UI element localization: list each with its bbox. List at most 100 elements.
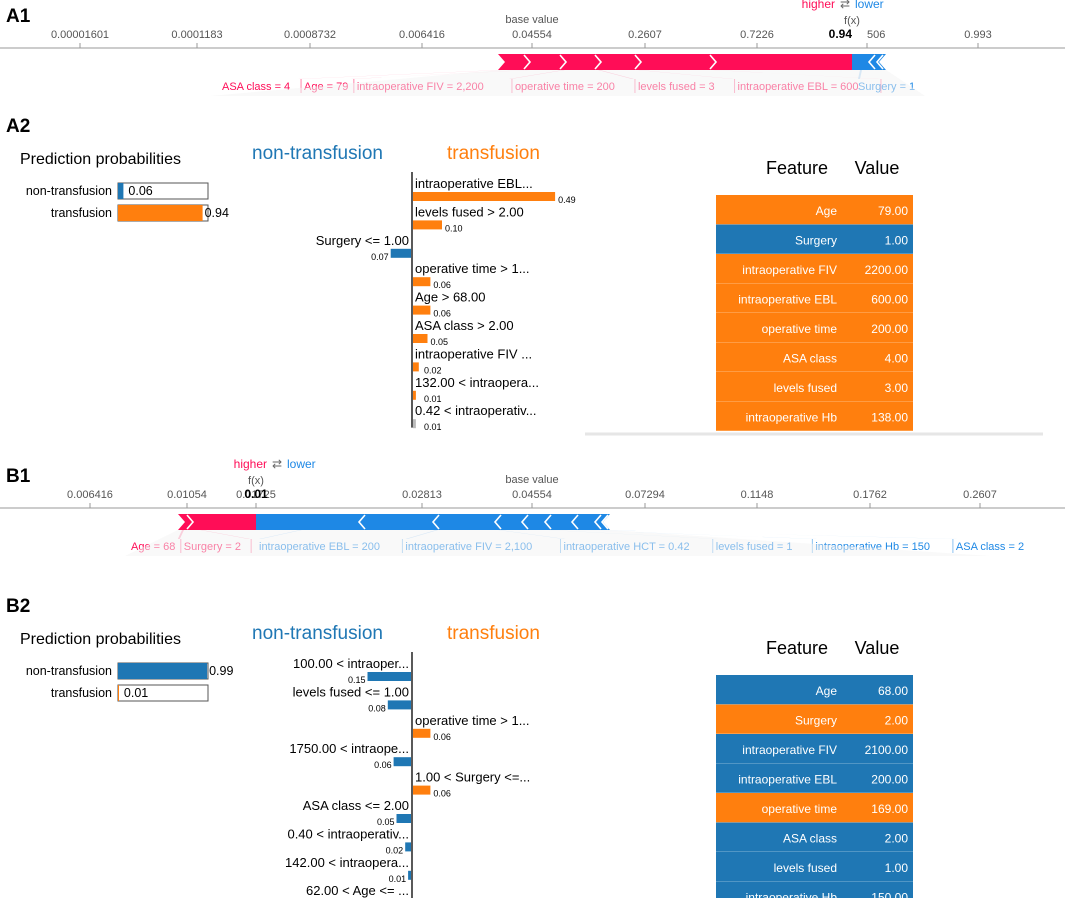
table-feature-value: 68.00 xyxy=(878,684,908,698)
feature-condition-label: intraoperative FIV ... xyxy=(415,346,532,361)
feature-weight-value: 0.06 xyxy=(433,789,451,799)
table-row xyxy=(716,401,913,431)
table-feature-name: intraoperative Hb xyxy=(746,891,838,898)
table-row xyxy=(716,822,913,852)
feature-condition-label: levels fused > 2.00 xyxy=(415,204,524,219)
axis-tick-label: 0.1762 xyxy=(853,489,887,501)
table-feature-value: 79.00 xyxy=(878,204,908,218)
force-chevron xyxy=(867,54,876,70)
force-chevron xyxy=(523,54,532,70)
force-chevron xyxy=(594,54,603,70)
table-feature-name: levels fused xyxy=(774,381,837,395)
table-feature-name: intraoperative Hb xyxy=(746,411,838,425)
higher-label: higher xyxy=(802,0,835,11)
feature-link xyxy=(298,70,502,79)
table-header-value: Value xyxy=(855,158,900,178)
axis-tick-label: 0.006416 xyxy=(399,29,445,41)
feature-link xyxy=(598,530,958,539)
axis-tick-label: 0.04554 xyxy=(512,489,552,501)
table-feature-value: 2100.00 xyxy=(865,743,909,757)
force-chevron xyxy=(875,54,884,70)
feature-weight-value: 0.49 xyxy=(558,195,576,205)
table-feature-value: 600.00 xyxy=(871,293,908,307)
force-chevron xyxy=(600,514,609,530)
table-row xyxy=(716,313,913,343)
feature-condition-label: 0.42 < intraoperativ... xyxy=(415,403,537,418)
probability-bar xyxy=(118,183,124,199)
probability-bar xyxy=(118,685,119,701)
table-row xyxy=(716,675,913,705)
panel-label: A1 xyxy=(6,6,31,27)
feature-weight-value: 0.01 xyxy=(389,874,407,884)
higher-label: higher xyxy=(234,457,267,471)
feature-weight-value: 0.05 xyxy=(377,817,395,827)
feature-weight-value: 0.07 xyxy=(371,252,389,262)
feature-condition-label: 62.00 < Age <= ... xyxy=(306,883,409,898)
probabilities-title: Prediction probabilities xyxy=(20,631,181,648)
feature-weight-value: 0.01 xyxy=(424,394,442,404)
positive-force-bar xyxy=(178,514,256,530)
class-right-label: transfusion xyxy=(447,623,540,644)
panel-label: B1 xyxy=(6,466,31,487)
probabilities-title: Prediction probabilities xyxy=(20,151,181,168)
panel-label: B2 xyxy=(6,596,30,617)
axis-tick-label: 0.1148 xyxy=(741,489,774,501)
axis-tick-label: 0.0008732 xyxy=(284,29,336,41)
probability-label: transfusion xyxy=(51,206,112,220)
table-row xyxy=(716,372,913,402)
feature-weight-value: 0.06 xyxy=(374,760,392,770)
table-row xyxy=(716,195,913,225)
table-feature-value: 150.00 xyxy=(871,891,908,898)
lower-label: lower xyxy=(287,457,316,471)
probability-label: non-transfusion xyxy=(26,664,112,678)
feature-weight-value: 0.02 xyxy=(386,845,404,855)
feature-weight-bar xyxy=(367,672,411,681)
table-feature-name: ASA class xyxy=(783,352,837,366)
force-chevron xyxy=(357,514,366,530)
feature-weight-value: 0.02 xyxy=(424,365,442,375)
feature-condition-label: operative time > 1... xyxy=(415,261,530,276)
axis-tick-label: 0.01725 xyxy=(236,489,276,501)
class-left-label: non-transfusion xyxy=(252,143,383,164)
base-value-label: base value xyxy=(505,474,558,486)
feature-weight-bar xyxy=(396,814,411,823)
table-row xyxy=(716,763,913,793)
feature-weight-bar xyxy=(413,785,431,795)
feature-weight-bar xyxy=(393,757,411,767)
feature-condition-label: levels fused <= 1.00 xyxy=(293,684,409,699)
table-feature-value: 3.00 xyxy=(885,381,909,395)
table-row xyxy=(716,224,913,254)
feature-weight-bar xyxy=(413,419,416,429)
table-feature-name: operative time xyxy=(762,802,838,816)
axis-tick-label: 0.2607 xyxy=(963,489,997,501)
table-feature-value: 1.00 xyxy=(885,234,909,248)
feature-weight-value: 0.05 xyxy=(431,337,449,347)
feature-weight-bar xyxy=(413,334,428,343)
feature-weight-value: 0.06 xyxy=(433,309,451,319)
feature-weight-bar xyxy=(413,305,431,315)
class-left-label: non-transfusion xyxy=(252,623,383,644)
table-feature-name: levels fused xyxy=(774,861,837,875)
axis-tick-label: 0.006416 xyxy=(67,489,113,501)
probability-label: transfusion xyxy=(51,686,112,700)
force-chevron xyxy=(543,514,552,530)
feature-weight-bar xyxy=(413,277,431,287)
feature-condition-label: 142.00 < intraopera... xyxy=(285,855,409,870)
table-row xyxy=(716,734,913,764)
table-row xyxy=(716,793,913,823)
feature-condition-label: 132.00 < intraopera... xyxy=(415,375,539,390)
force-chevron xyxy=(520,514,529,530)
table-feature-name: Age xyxy=(816,684,838,698)
feature-weight-bar xyxy=(390,248,411,258)
axis-tick-label: 0.7226 xyxy=(740,29,774,41)
feature-condition-label: ASA class > 2.00 xyxy=(415,318,514,333)
axis-tick-label: 0.04554 xyxy=(512,29,552,41)
class-right-label: transfusion xyxy=(447,143,540,164)
table-feature-value: 4.00 xyxy=(885,352,909,366)
force-chevron xyxy=(186,514,195,530)
table-feature-name: operative time xyxy=(762,322,838,336)
table-feature-value: 2.00 xyxy=(885,832,909,846)
label-shade xyxy=(125,530,990,556)
feature-weight-bar xyxy=(408,870,411,880)
